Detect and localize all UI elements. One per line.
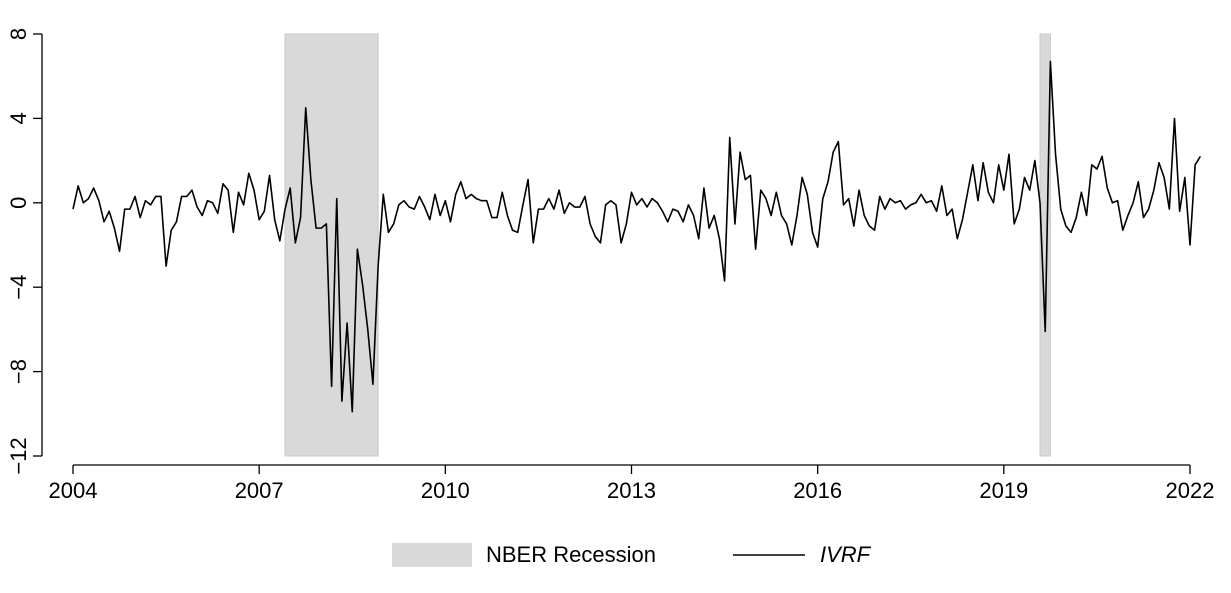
recession-band [284, 33, 379, 457]
y-tick-label: 8 [6, 28, 31, 40]
legend: NBER Recession IVRF [392, 542, 872, 567]
x-tick-label: 2010 [421, 478, 470, 503]
legend-label: NBER Recession [486, 542, 656, 567]
legend-label: IVRF [820, 542, 872, 567]
x-tick-label: 2004 [49, 478, 98, 503]
series-line [72, 60, 1202, 413]
x-tick-label: 2013 [607, 478, 656, 503]
x-tick-label: 2019 [979, 478, 1028, 503]
y-tick-label: −12 [6, 437, 31, 474]
legend-swatch [392, 543, 472, 567]
y-tick-label: −4 [6, 275, 31, 300]
x-tick-label: 2016 [793, 478, 842, 503]
y-tick-label: −8 [6, 359, 31, 384]
y-tick-label: 0 [6, 197, 31, 209]
x-tick-label: 2022 [1166, 478, 1215, 503]
y-tick-label: 4 [6, 112, 31, 124]
recession-band [1039, 33, 1051, 457]
x-tick-label: 2007 [235, 478, 284, 503]
